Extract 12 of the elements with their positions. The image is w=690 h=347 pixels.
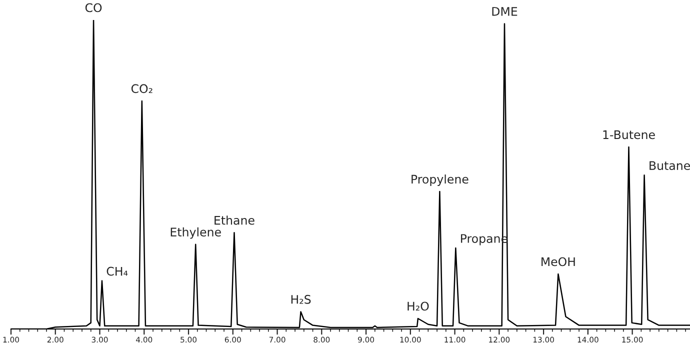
annotation: Ethylene [170,227,221,239]
annotation: MeOH [542,257,575,266]
annotation: H₂S [291,294,311,304]
annotation: CH₄ [106,266,128,276]
annotation: H₂O [408,302,429,311]
annotation: CO [85,3,102,12]
annotation: CO₂ [131,84,152,94]
annotation: Ethane [214,216,254,225]
annotation: 1-Butene [603,130,655,140]
annotation: Butane [650,161,690,170]
annotation: DME [492,7,518,16]
annotation: Propylene [412,174,468,186]
